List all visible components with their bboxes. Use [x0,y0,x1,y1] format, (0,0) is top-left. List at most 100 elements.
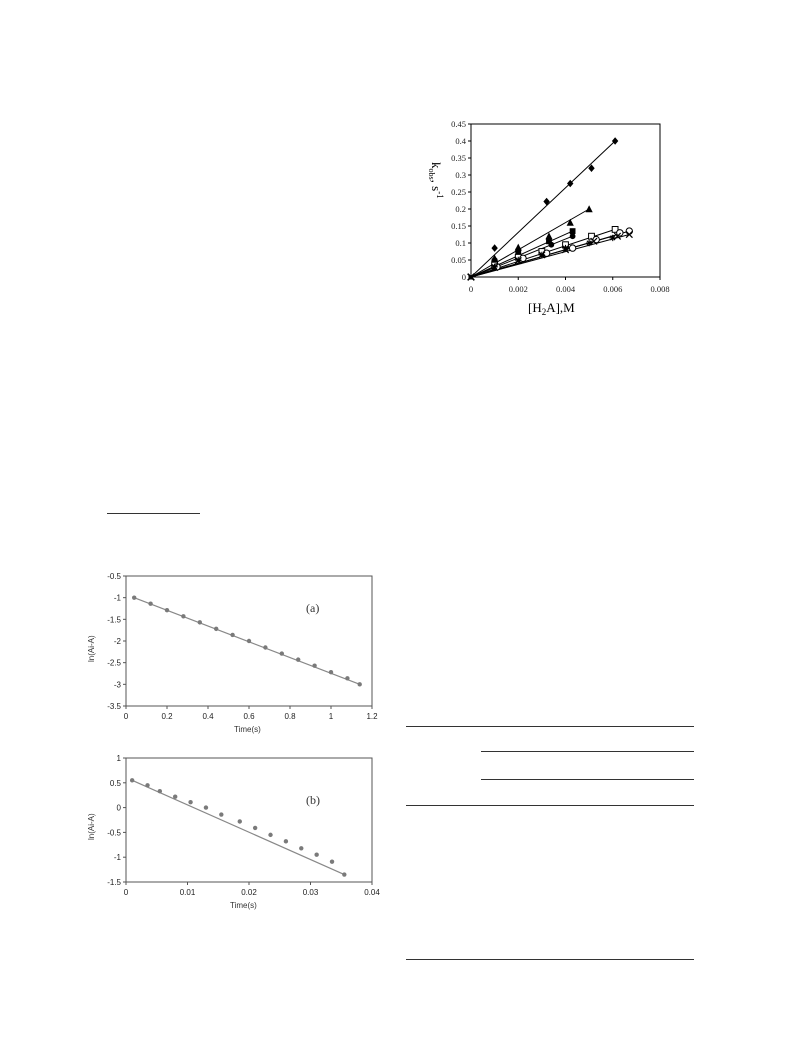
ln-a-data-point [197,620,202,625]
footnote-rule [107,513,200,514]
ln-a-ytick-label: -2 [114,637,122,646]
ln-a-data-point [279,651,284,656]
ln-b-xlabel: Time(s) [230,901,257,910]
ln-b-xtick-label: 0.03 [303,888,319,897]
ln-a-xlabel: Time(s) [234,725,261,734]
kobs-data-point [590,237,598,245]
ln-a-data-point [246,638,252,644]
ln-a-data-point [312,663,317,668]
kobs-data-point [562,244,569,252]
table-sub-rule-2 [481,779,694,780]
kobs-ylabel-exp: -1 [435,191,445,199]
kobs-ylabel: kobs, s-1 [427,162,445,199]
kobs-ytick-label: 0.15 [451,221,466,231]
ln-a-ytick-label: -2.5 [107,659,121,668]
kobs-ytick-label: 0.25 [451,187,466,197]
kobs-fit-line [470,230,573,278]
kobs-xtick-label: 0.004 [556,284,576,294]
ln-a-data-point [132,595,137,600]
kobs-data-point [569,228,576,234]
kobs-xtick-label: 0 [469,284,473,294]
kobs-data-point [569,233,576,240]
kobs-xlabel: [H2A],M [528,300,575,317]
kobs-data-point [491,257,498,263]
kobs-ytick-label: 0.1 [455,238,466,248]
kobs-ytick-label: 0 [462,272,466,282]
kobs-data-point [545,232,553,240]
kobs-xtick-label: 0.006 [603,284,622,294]
ln-chart-b-svg: 1 0.5 0 -0.5 -1 -1.5 0 0.01 0.02 0.03 0.04 (b) Ti… [87,754,380,910]
table-header-rule [406,805,694,806]
kobs-ytick-label: 0.2 [455,204,466,214]
ln-a-xtick-label: 0.2 [161,712,173,721]
ln-a-xtick-label: 0 [124,712,129,721]
kobs-data-point [491,244,498,252]
kobs-ylabel-k: k [429,162,444,169]
ln-b-xtick-label: 0.04 [364,888,380,897]
kobs-data-point [616,229,624,237]
ln-b-data-point [145,783,150,788]
kobs-ytick-label: 0.4 [455,136,466,146]
kobs-data-point [548,241,555,248]
ln-a-xtick-label: 1.2 [366,712,378,721]
ln-a-ytick-label: -1 [114,594,122,603]
ln-b-data-point [299,846,304,851]
kobs-xtick-label: 0.008 [650,284,669,294]
table-sub-rule-1 [481,751,694,752]
ln-chart-a-svg: -0.5 -1 -1.5 -2 -2.5 -3 -3.5 0 0.2 0.4 0.6 0.8 1 1.2… [87,572,378,734]
kobs-data-point [585,205,593,213]
kobs-data-point [491,263,499,272]
ln-a-data-point [230,632,235,638]
kobs-ytick-label: 0.45 [451,119,466,129]
kobs-fit-line [470,208,590,278]
kobs-data-point [611,226,619,233]
kobs-ylabel-unit: , s [429,180,444,192]
ln-a-data-point [181,614,186,619]
ln-a-xtick-label: 0.4 [202,712,214,721]
kobs-xtick-label: 0.002 [509,284,528,294]
ln-b-data-point [188,799,193,805]
kobs-chart: 0 0.05 0.1 0.15 0.2 0.25 0.3 0.35 0.4 0.45 0 0.002… [420,112,680,324]
kobs-fit-line [470,140,616,278]
ln-b-xtick-label: 0 [124,888,129,897]
ln-b-ytick-label: -1 [114,853,122,862]
ln-a-data-point [263,645,268,650]
kobs-data-point [514,257,522,265]
table-bottom-rule [406,959,694,960]
ln-a-ytick-label: -3.5 [107,702,121,711]
ln-a-data-point [164,608,170,613]
ln-a-xtick-label: 1 [329,712,334,721]
ln-a-xtick-label: 0.8 [284,712,296,721]
kobs-data-point [546,238,552,245]
ln-b-data-point [203,805,209,810]
ln-b-data-point [268,832,273,838]
ln-a-data-point [328,670,334,675]
ln-chart-a: -0.5 -1 -1.5 -2 -2.5 -3 -3.5 0 0.2 0.4 0.6 0.8 1 1.2… [84,566,384,738]
ln-b-data-point [329,859,335,864]
kobs-ylabel-sub: obs [427,169,436,180]
kobs-data-point [467,273,475,281]
kobs-ytick-label: 0.05 [451,255,466,265]
ln-b-fit-line [131,779,345,876]
ln-b-panel-label: (b) [306,793,320,807]
kobs-data-point [585,239,593,247]
ln-b-ytick-label: -1.5 [107,878,121,887]
ln-b-data-point [157,789,163,794]
ln-b-ytick-label: 1 [117,754,122,763]
kobs-xlabel-main: [H [528,300,542,315]
kobs-data-point [538,251,546,259]
kobs-data-point [561,246,570,254]
ln-b-xtick-label: 0.02 [241,888,257,897]
ln-a-ytick-label: -3 [114,680,122,689]
ln-a-xtick-label: 0.6 [243,712,255,721]
ln-b-ytick-label: 0.5 [110,779,122,788]
ln-b-ylabel: ln(Ai-A) [87,813,96,840]
ln-a-panel-label: (a) [306,601,319,615]
kobs-data-point [625,230,633,239]
ln-a-data-point [214,626,219,632]
kobs-ytick-label: 0.3 [455,170,466,180]
table-top-rule [406,726,694,727]
ln-chart-b: 1 0.5 0 -0.5 -1 -1.5 0 0.01 0.02 0.03 0.04 (b) Ti… [84,748,384,918]
kobs-data-point [613,232,622,240]
ln-a-data-point [357,682,362,687]
